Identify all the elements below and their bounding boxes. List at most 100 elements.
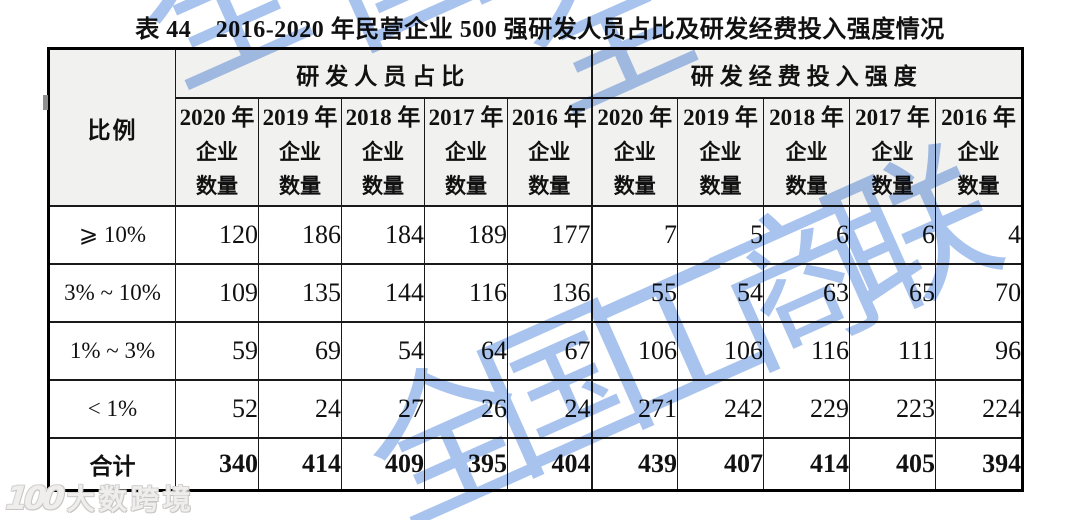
year-header-row: 2020 年企业 数量 2019 年企业 数量 2018 年企业 数量 2017 年企…	[49, 97, 1024, 207]
group-header-row: 比例 研发人员占比 研发经费投入强度	[48, 47, 1024, 207]
table-row-1to3: 1% ~ 3% 59 69 54 64 67 106 106 116 111 9…	[48, 321, 1024, 381]
year-label: 2018 年	[769, 105, 844, 130]
year-label: 2018 年	[345, 105, 421, 130]
unit-label: 数量	[699, 174, 742, 198]
value-cell: 96	[935, 321, 1024, 381]
row-label: 3% ~ 10%	[48, 263, 176, 323]
value-cell: 144	[341, 263, 425, 323]
value-cell: 340	[175, 437, 259, 492]
value-cell: 184	[341, 205, 425, 265]
col-header-personnel-2017: 2017 年企业数量	[424, 97, 508, 207]
value-cell: 111	[849, 321, 937, 381]
value-cell: 70	[935, 263, 1024, 323]
table-caption: 表 44 2016-2020 年民营企业 500 强研发人员占比及研发经费投入强…	[135, 17, 945, 43]
value-cell: 106	[677, 321, 765, 381]
unit-label: 数量	[785, 174, 828, 198]
col-header-expenditure-2017: 2017 年企业数量	[849, 97, 937, 207]
value-cell: 67	[506, 321, 593, 381]
value-cell: 63	[763, 263, 851, 323]
year-label: 2020 年	[597, 105, 673, 130]
unit-label: 数量	[613, 174, 656, 198]
unit-label: 企业	[871, 140, 914, 164]
unit-label: 数量	[528, 174, 571, 198]
row-label: 1% ~ 3%	[48, 321, 176, 381]
value-cell: 59	[175, 321, 259, 381]
value-cell: 4	[935, 205, 1024, 265]
value-cell: 224	[935, 379, 1024, 439]
year-label: 2016 年	[941, 105, 1016, 130]
value-cell: 24	[506, 379, 593, 439]
value-cell: 6	[763, 205, 851, 265]
value-cell: 414	[763, 437, 851, 492]
value-cell: 64	[424, 321, 508, 381]
value-cell: 6	[849, 205, 937, 265]
value-cell: 27	[341, 379, 425, 439]
value-cell: 116	[763, 321, 851, 381]
year-label: 2017 年	[428, 105, 504, 130]
table-row-ge10: ⩾ 10% 120 186 184 189 177 7 5 6 6 4	[48, 205, 1024, 265]
col-header-expenditure-2016: 2016 年企业 数量	[935, 97, 1024, 207]
col-header-expenditure-2020: 2020 年企业数量	[590, 97, 679, 207]
year-label: 2016 年	[511, 105, 587, 130]
unit-label: 企业	[445, 140, 487, 164]
value-cell: 405	[849, 437, 937, 492]
unit-label: 数量	[871, 174, 914, 198]
unit-label: 数量	[445, 174, 487, 198]
value-cell: 26	[424, 379, 508, 439]
value-cell: 55	[590, 263, 679, 323]
year-label: 2020 年	[179, 105, 255, 130]
year-label: 2019 年	[262, 105, 338, 130]
value-cell: 52	[175, 379, 259, 439]
value-cell: 135	[258, 263, 342, 323]
value-cell: 177	[506, 205, 593, 265]
year-label: 2019 年	[683, 105, 758, 130]
value-cell: 409	[341, 437, 425, 492]
unit-label: 数量	[362, 174, 404, 198]
value-cell: 69	[258, 321, 342, 381]
value-cell: 54	[677, 263, 765, 323]
row-label-total: 合计	[48, 437, 176, 492]
value-cell: 120	[175, 205, 259, 265]
value-cell: 186	[258, 205, 342, 265]
col-header-expenditure-2018: 2018 年企业数量	[763, 97, 851, 207]
col-header-expenditure-2019: 2019 年企业数量	[677, 97, 765, 207]
unit-label: 企业	[362, 140, 404, 164]
col-header-personnel-2018: 2018 年企业数量	[341, 97, 425, 207]
table-row-3to10: 3% ~ 10% 109 135 144 116 136 55 54 63 65…	[48, 263, 1024, 323]
value-cell: 109	[175, 263, 259, 323]
unit-label: 企业	[613, 140, 656, 164]
unit-label: 企业	[279, 140, 321, 164]
group-header-rd-expenditure: 研发经费投入强度	[590, 47, 1024, 99]
row-label: ⩾ 10%	[48, 205, 176, 265]
logo-brand-text: 大数跨境	[66, 483, 195, 516]
value-cell: 394	[935, 437, 1024, 492]
table-row-lt1: < 1% 52 24 27 26 24 271 242 229 223 224	[48, 379, 1024, 439]
value-cell: 7	[590, 205, 679, 265]
unit-label: 数量	[196, 174, 238, 198]
unit-label: 企业	[528, 140, 571, 164]
value-cell: 242	[677, 379, 765, 439]
year-label: 2017 年	[855, 105, 930, 130]
value-cell: 116	[424, 263, 508, 323]
unit-label: 企业	[785, 140, 828, 164]
corner-header-ratio: 比例	[48, 47, 176, 207]
col-header-personnel-2019: 2019 年企业 数量	[258, 97, 342, 207]
data-table: 比例 研发人员占比 研发经费投入强度 2020 年企业 数量 2019 年企业 数量…	[47, 47, 1025, 492]
col-header-personnel-2016: 2016 年企业数量	[506, 97, 593, 207]
table-row-total: 合计 340 414 409 395 404 439 407 414 405 3…	[48, 437, 1024, 492]
value-cell: 24	[258, 379, 342, 439]
unit-label: 企业	[196, 140, 238, 164]
scan-artifact-mark	[43, 95, 48, 110]
value-cell: 136	[506, 263, 593, 323]
value-cell: 414	[258, 437, 342, 492]
col-header-personnel-2020: 2020 年企业数量	[175, 97, 259, 207]
unit-label: 数量	[957, 174, 1000, 198]
row-label: < 1%	[48, 379, 176, 439]
unit-label: 企业	[699, 140, 742, 164]
value-cell: 439	[590, 437, 679, 492]
value-cell: 407	[677, 437, 765, 492]
value-cell: 404	[506, 437, 593, 492]
value-cell: 395	[424, 437, 508, 492]
dashukuajing-watermark-logo: 100 大数跨境	[4, 478, 195, 518]
